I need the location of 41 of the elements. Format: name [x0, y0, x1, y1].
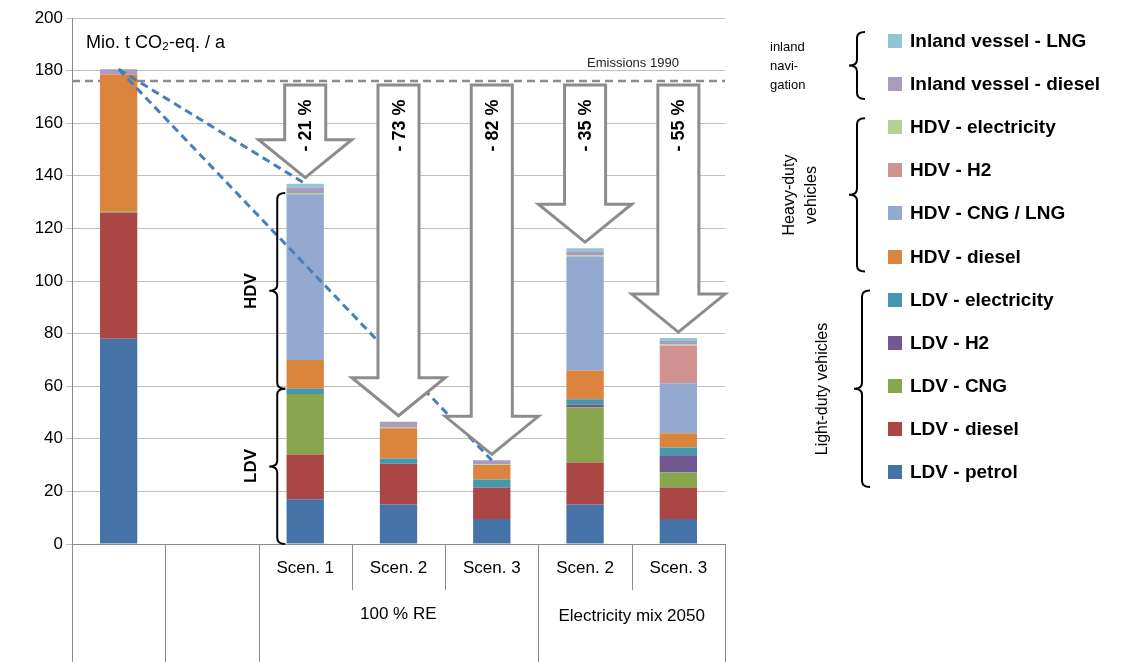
legend-label: LDV - CNG — [910, 374, 1008, 397]
legend-label: LDV - electricity — [910, 288, 1054, 311]
annotation: - 55 % — [667, 99, 689, 152]
y-tick-label: 20 — [44, 481, 63, 501]
x-tick-label: Scen. 1 — [276, 557, 335, 577]
legend-label: HDV - H2 — [910, 159, 992, 182]
text: inland navi-gation — [770, 38, 807, 95]
text: Electricity mix 2050 — [557, 605, 706, 627]
y-tick-label: 0 — [53, 533, 63, 553]
legend-label: HDV - electricity — [910, 116, 1056, 139]
ref-line-label: Emissions 1990 — [587, 55, 679, 71]
legend-label: LDV - H2 — [910, 331, 990, 354]
y-tick-label: 160 — [34, 112, 63, 132]
y-tick-label: 80 — [44, 323, 63, 343]
legend-label: Inland vessel - LNG — [910, 30, 1087, 52]
y-tick-label: 60 — [44, 375, 63, 395]
annotation: - 73 % — [388, 99, 409, 152]
text: Heavy-duty vehicles — [779, 153, 820, 238]
text: 100 % RE — [360, 604, 437, 624]
annotation: - 82 % — [481, 99, 503, 152]
x-tick-label: Scen. 2 — [369, 557, 428, 577]
x-tick-label: Scen. 3 — [649, 557, 708, 577]
y-tick-label: 140 — [34, 165, 63, 185]
legend-label: Inland vessel - diesel — [910, 73, 1101, 96]
y-tick-label: 40 — [44, 428, 63, 448]
legend-label: LDV - petrol — [910, 461, 1018, 483]
annotation: - 21 % — [294, 99, 316, 152]
y-tick-label: 120 — [34, 218, 63, 238]
annotation: - 35 % — [574, 99, 596, 152]
y-axis-title: Mio. t CO₂-eq. / a — [86, 32, 227, 52]
legend-label: LDV - diesel — [910, 417, 1019, 440]
text: Light-duty vehicles — [812, 321, 831, 458]
legend-label: HDV - CNG / LNG — [910, 202, 1066, 225]
x-tick-label: Scen. 2 — [556, 557, 614, 577]
x-tick-label: Scen. 3 — [462, 557, 521, 577]
y-tick-label: 200 — [34, 7, 63, 27]
y-tick-label: 100 — [34, 270, 63, 290]
y-tick-label: 180 — [34, 60, 63, 80]
annotation: HDV — [241, 272, 262, 309]
legend-label: HDV - diesel — [910, 245, 1021, 268]
annotation: LDV — [241, 449, 262, 484]
